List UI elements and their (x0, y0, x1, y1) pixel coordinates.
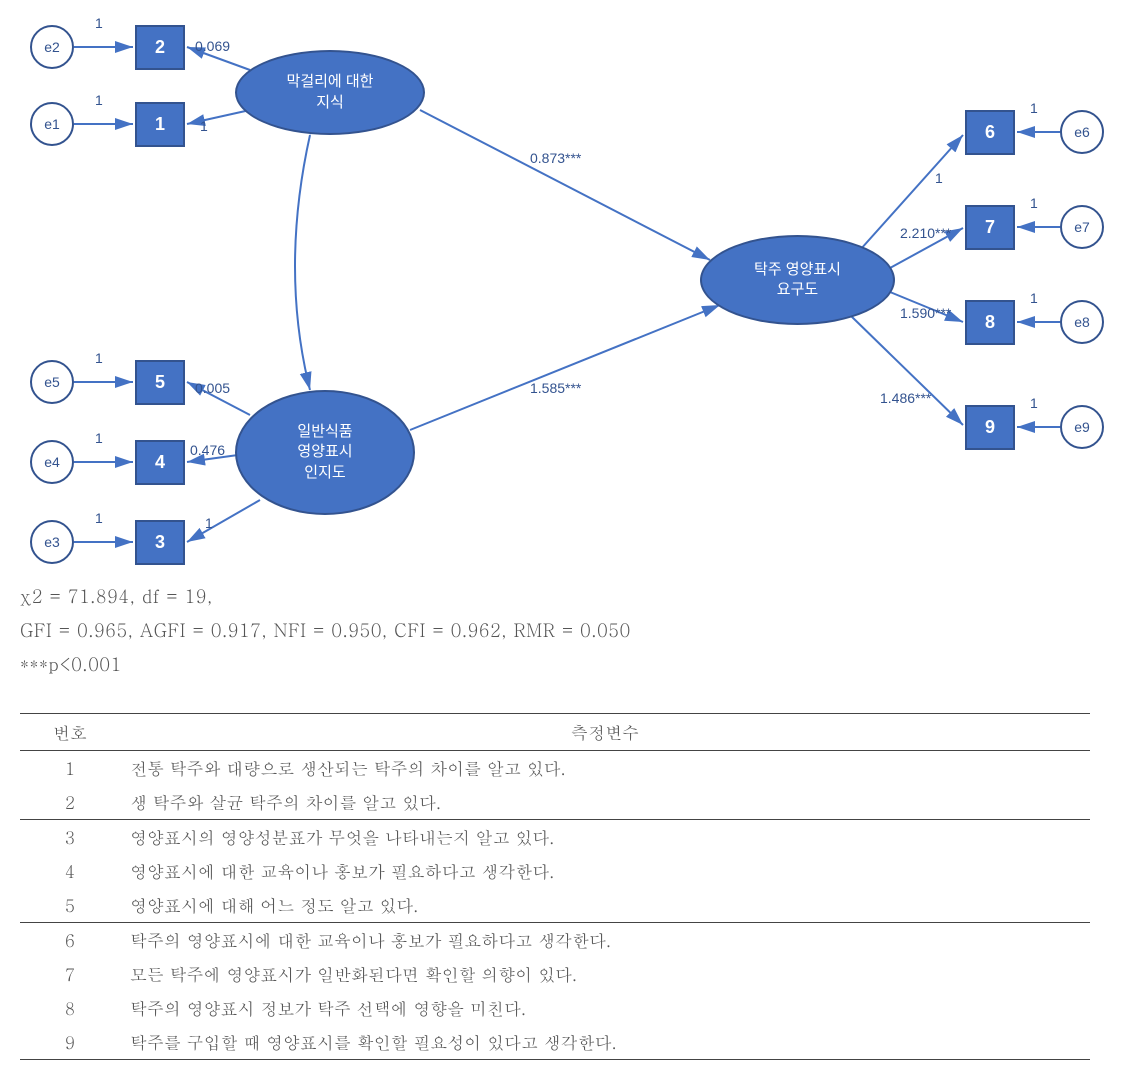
loading-label: 0.069 (195, 38, 230, 54)
cell-number: 7 (20, 957, 120, 991)
error-e9: e9 (1060, 405, 1104, 449)
error-label: e2 (44, 39, 60, 55)
indicator-label: 9 (985, 417, 995, 438)
indicator-9: 9 (965, 405, 1015, 450)
indicator-label: 1 (155, 114, 165, 135)
indicator-label: 4 (155, 452, 165, 473)
cell-variable: 생 탁주와 살균 탁주의 차이를 알고 있다. (120, 785, 1090, 820)
cell-number: 9 (20, 1025, 120, 1060)
error-label: e3 (44, 534, 60, 550)
err-label: 1 (95, 510, 103, 526)
cell-number: 2 (20, 785, 120, 820)
indicator-label: 8 (985, 312, 995, 333)
err-label: 1 (95, 92, 103, 108)
error-e5: e5 (30, 360, 74, 404)
sem-diagram: 막걸리에 대한지식 일반식품영양표시인지도 탁주 영양표시요구도 1 2 3 4… (10, 10, 1114, 570)
indicator-5: 5 (135, 360, 185, 405)
loading-label: 2.210*** (900, 225, 951, 241)
path-label: 0.873*** (530, 150, 581, 166)
fit-line3: ***p<0.001 (20, 648, 1114, 682)
error-label: e8 (1074, 314, 1090, 330)
error-e2: e2 (30, 25, 74, 69)
err-label: 1 (95, 350, 103, 366)
error-e1: e1 (30, 102, 74, 146)
loading-label: 1 (200, 118, 208, 134)
cell-number: 8 (20, 991, 120, 1025)
table-row: 9탁주를 구입할 때 영양표시를 확인할 필요성이 있다고 생각한다. (20, 1025, 1090, 1060)
table-row: 7모든 탁주에 영양표시가 일반화된다면 확인할 의향이 있다. (20, 957, 1090, 991)
table-header-variable: 측정변수 (120, 713, 1090, 750)
indicator-label: 3 (155, 532, 165, 553)
latent-general-nutrition-awareness: 일반식품영양표시인지도 (235, 390, 415, 515)
err-label: 1 (95, 15, 103, 31)
error-e6: e6 (1060, 110, 1104, 154)
error-e3: e3 (30, 520, 74, 564)
table-row: 8탁주의 영양표시 정보가 탁주 선택에 영향을 미친다. (20, 991, 1090, 1025)
fit-line1: χ2 = 71.894, df = 19, (20, 580, 1114, 614)
error-label: e4 (44, 454, 60, 470)
err-label: 1 (95, 430, 103, 446)
latent-makgeolli-knowledge: 막걸리에 대한지식 (235, 50, 425, 135)
cell-variable: 탁주를 구입할 때 영양표시를 확인할 필요성이 있다고 생각한다. (120, 1025, 1090, 1060)
error-label: e1 (44, 116, 60, 132)
indicator-label: 6 (985, 122, 995, 143)
cell-number: 3 (20, 819, 120, 854)
indicator-8: 8 (965, 300, 1015, 345)
err-label: 1 (1030, 195, 1038, 211)
error-label: e6 (1074, 124, 1090, 140)
cell-variable: 전통 탁주와 대량으로 생산되는 탁주의 차이를 알고 있다. (120, 750, 1090, 785)
loading-label: 1 (935, 170, 943, 186)
fit-line2: GFI = 0.965, AGFI = 0.917, NFI = 0.950, … (20, 614, 1114, 648)
fit-statistics: χ2 = 71.894, df = 19, GFI = 0.965, AGFI … (10, 580, 1114, 683)
cell-number: 5 (20, 888, 120, 923)
path-label: 1.585*** (530, 380, 581, 396)
err-label: 1 (1030, 290, 1038, 306)
loading-label: 0.476 (190, 442, 225, 458)
cell-variable: 모든 탁주에 영양표시가 일반화된다면 확인할 의향이 있다. (120, 957, 1090, 991)
indicator-2: 2 (135, 25, 185, 70)
indicator-3: 3 (135, 520, 185, 565)
indicator-1: 1 (135, 102, 185, 147)
loading-label: 0.005 (195, 380, 230, 396)
error-e8: e8 (1060, 300, 1104, 344)
indicator-label: 2 (155, 37, 165, 58)
cell-number: 6 (20, 922, 120, 957)
table-header-number: 번호 (20, 713, 120, 750)
table-row: 4영양표시에 대한 교육이나 홍보가 필요하다고 생각한다. (20, 854, 1090, 888)
indicator-7: 7 (965, 205, 1015, 250)
loading-label: 1.590*** (900, 305, 951, 321)
err-label: 1 (1030, 395, 1038, 411)
cell-number: 1 (20, 750, 120, 785)
cell-variable: 탁주의 영양표시에 대한 교육이나 홍보가 필요하다고 생각한다. (120, 922, 1090, 957)
latent-label: 막걸리에 대한지식 (287, 72, 374, 113)
indicator-6: 6 (965, 110, 1015, 155)
cell-variable: 영양표시의 영양성분표가 무엇을 나타내는지 알고 있다. (120, 819, 1090, 854)
loading-label: 1.486*** (880, 390, 931, 406)
err-label: 1 (1030, 100, 1038, 116)
table-row: 5영양표시에 대해 어느 정도 알고 있다. (20, 888, 1090, 923)
variable-description-table: 번호 측정변수 1전통 탁주와 대량으로 생산되는 탁주의 차이를 알고 있다.… (20, 713, 1090, 1060)
table-row: 6탁주의 영양표시에 대한 교육이나 홍보가 필요하다고 생각한다. (20, 922, 1090, 957)
indicator-label: 5 (155, 372, 165, 393)
latent-takju-nutrition-demand: 탁주 영양표시요구도 (700, 235, 895, 325)
error-label: e7 (1074, 219, 1090, 235)
latent-label: 탁주 영양표시요구도 (754, 260, 841, 301)
loading-label: 1 (205, 515, 213, 531)
indicator-4: 4 (135, 440, 185, 485)
table-row: 3영양표시의 영양성분표가 무엇을 나타내는지 알고 있다. (20, 819, 1090, 854)
table-row: 1전통 탁주와 대량으로 생산되는 탁주의 차이를 알고 있다. (20, 750, 1090, 785)
cell-variable: 영양표시에 대한 교육이나 홍보가 필요하다고 생각한다. (120, 854, 1090, 888)
cell-variable: 탁주의 영양표시 정보가 탁주 선택에 영향을 미친다. (120, 991, 1090, 1025)
error-label: e5 (44, 374, 60, 390)
cell-number: 4 (20, 854, 120, 888)
error-e7: e7 (1060, 205, 1104, 249)
table-row: 2생 탁주와 살균 탁주의 차이를 알고 있다. (20, 785, 1090, 820)
cell-variable: 영양표시에 대해 어느 정도 알고 있다. (120, 888, 1090, 923)
edge-layer (10, 10, 1114, 570)
indicator-label: 7 (985, 217, 995, 238)
error-label: e9 (1074, 419, 1090, 435)
error-e4: e4 (30, 440, 74, 484)
latent-label: 일반식품영양표시인지도 (297, 422, 352, 483)
